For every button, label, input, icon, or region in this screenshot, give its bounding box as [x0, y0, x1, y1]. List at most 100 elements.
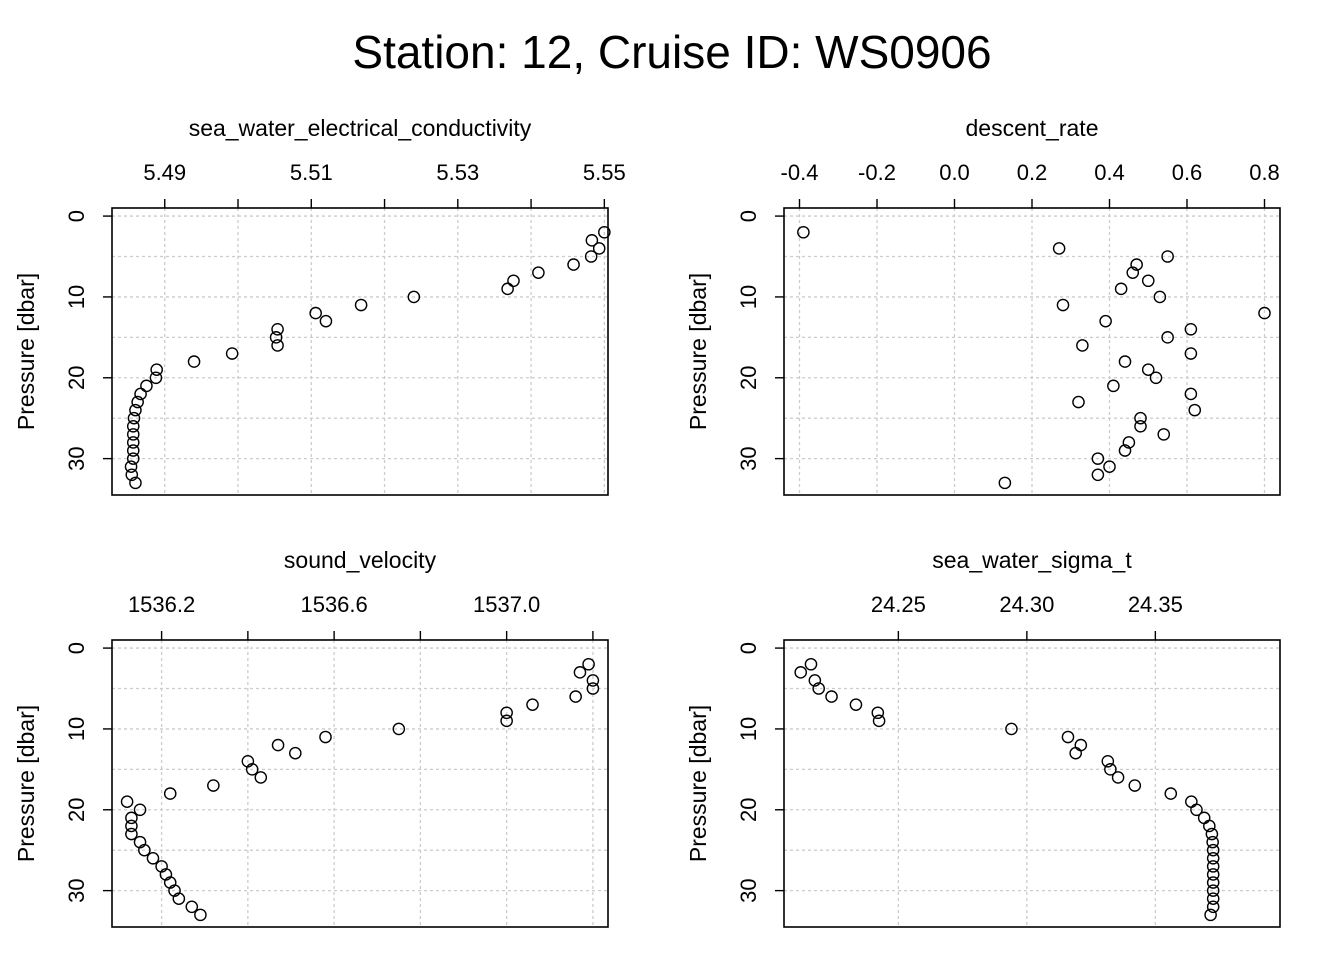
data-point [1052, 242, 1066, 255]
data-point [1149, 371, 1163, 385]
data-point [125, 811, 138, 825]
x-tick-label: 1536.2 [128, 592, 195, 617]
data-point [207, 779, 220, 792]
y-tick-label: 10 [736, 717, 761, 741]
data-point [797, 225, 810, 239]
x-tick-label: 0.8 [1249, 160, 1280, 185]
data-point [1099, 314, 1112, 328]
plot-frame [111, 207, 609, 496]
data-point [129, 403, 142, 417]
x-tick-label: 5.49 [143, 160, 186, 185]
y-tick-label: 30 [64, 446, 89, 470]
data-point [126, 436, 140, 449]
plot-frame [111, 639, 609, 928]
y-tick-label: 10 [64, 717, 89, 741]
data-point [146, 851, 160, 865]
data-point [1184, 322, 1198, 336]
data-point [1204, 908, 1217, 922]
data-point [585, 234, 599, 247]
data-point [532, 266, 545, 279]
data-point [163, 787, 177, 800]
y-tick-label: 20 [64, 366, 89, 390]
data-point [582, 657, 595, 671]
data-point [1061, 730, 1075, 744]
data-point [172, 892, 186, 906]
data-point [1206, 900, 1220, 914]
data-point [150, 363, 163, 376]
y-axis-title: Pressure [dbar] [685, 705, 711, 862]
data-point [185, 900, 199, 914]
data-point [1206, 868, 1220, 881]
data-point [592, 242, 606, 255]
x-tick-label: 1536.6 [300, 592, 367, 617]
data-point [1103, 460, 1116, 474]
data-point [1206, 892, 1220, 906]
data-point [126, 452, 140, 465]
y-axis-title: Pressure [dbar] [13, 705, 39, 862]
y-axis-title: Pressure [dbar] [685, 273, 711, 430]
data-point [126, 444, 140, 457]
data-point [526, 698, 539, 711]
x-tick-label: 5.51 [290, 160, 333, 185]
data-point [1185, 795, 1198, 808]
data-point [804, 657, 818, 671]
data-point [1122, 436, 1136, 449]
data-point [1188, 403, 1202, 417]
x-tick-label: 0.4 [1094, 160, 1125, 185]
data-point [584, 250, 598, 263]
x-axis-title: descent_rate [966, 115, 1099, 141]
data-point [871, 706, 885, 720]
data-point [1161, 331, 1174, 344]
data-point [125, 827, 138, 841]
figure-title: Station: 12, Cruise ID: WS0906 [352, 26, 992, 78]
data-point [1134, 419, 1147, 433]
data-point [1128, 779, 1142, 792]
data-point [254, 771, 268, 784]
data-point [134, 387, 147, 401]
data-point [500, 714, 513, 728]
x-tick-label: 0.0 [939, 160, 970, 185]
data-point [1118, 444, 1132, 457]
data-point [501, 282, 514, 296]
data-point [1141, 363, 1155, 376]
x-tick-label: 5.55 [583, 160, 626, 185]
data-point [567, 258, 580, 271]
y-tick-label: 10 [64, 285, 89, 309]
data-point [1157, 428, 1171, 441]
data-point [1126, 266, 1140, 279]
data-point [407, 290, 421, 304]
data-point [129, 476, 142, 490]
data-point [271, 339, 284, 352]
data-point [1118, 355, 1132, 368]
data-point [133, 803, 147, 817]
y-tick-label: 30 [64, 878, 89, 902]
data-point [194, 908, 207, 922]
chart-panel-1: 5.49 5.51 5.53 5.55 0 10 20 30 sea_water_electri… [13, 115, 626, 496]
data-point [125, 468, 139, 482]
data-point [124, 460, 138, 474]
x-tick-label: 24.35 [1128, 592, 1183, 617]
data-point [1197, 811, 1211, 825]
data-point [598, 225, 611, 239]
data-point [1091, 452, 1105, 465]
data-point [1153, 290, 1167, 304]
data-point [1091, 468, 1105, 482]
data-point [1101, 754, 1115, 768]
data-point [569, 690, 582, 703]
plot-frame [783, 639, 1281, 928]
x-axis-title: sea_water_electrical_conductivity [189, 115, 532, 141]
y-tick-label: 30 [736, 878, 761, 902]
data-point [319, 314, 333, 328]
data-point [1206, 876, 1220, 889]
chart-panel-4: 24.25 24.30 24.35 0 10 20 30 sea_water_sigma_t P… [685, 547, 1281, 928]
y-tick-label: 0 [736, 642, 761, 654]
data-point [1056, 298, 1070, 312]
y-tick-label: 20 [64, 798, 89, 822]
y-tick-label: 0 [64, 642, 89, 654]
data-point [849, 698, 863, 711]
data-point [1206, 884, 1220, 897]
y-tick-label: 30 [736, 446, 761, 470]
data-point [825, 690, 838, 703]
chart-panel-2: -0.4 -0.2 0.0 0.2 0.4 0.6 0.8 0 10 20 30 descent_ra… [685, 115, 1281, 496]
